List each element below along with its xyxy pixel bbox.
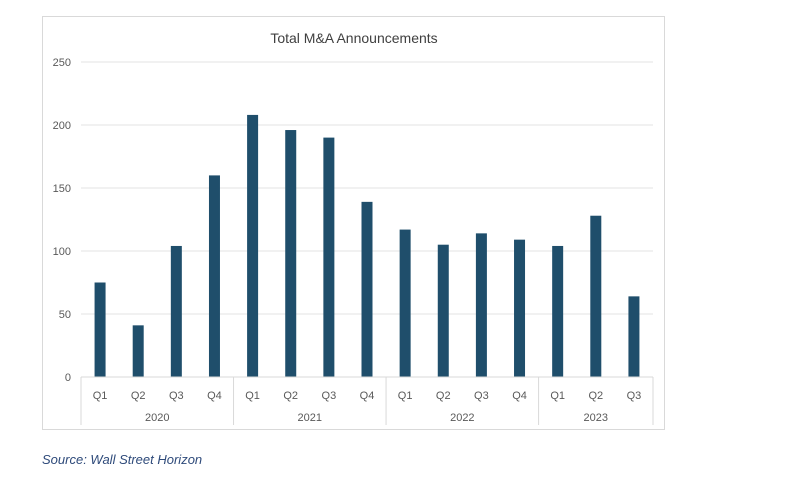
bar (247, 114, 259, 378)
bar (437, 244, 449, 377)
y-tick-label: 200 (53, 120, 71, 132)
x-tick-label: Q3 (627, 390, 642, 402)
x-group-label: 2023 (584, 412, 608, 424)
x-tick-label: Q4 (207, 390, 222, 402)
y-axis-ticks: 0 50 100 150 200 250 (53, 57, 71, 384)
bar (323, 137, 335, 377)
bar (208, 175, 220, 377)
x-tick-label: Q3 (169, 390, 184, 402)
bar (285, 130, 297, 377)
x-group-label: 2021 (298, 412, 322, 424)
y-tick-label: 50 (59, 309, 71, 321)
chart-title: Total M&A Announcements (270, 30, 437, 46)
x-tick-label: Q2 (131, 390, 146, 402)
x-group-label: 2020 (145, 412, 169, 424)
source-note: Source: Wall Street Horizon (42, 452, 203, 467)
bars (94, 114, 640, 378)
x-tick-label: Q1 (398, 390, 413, 402)
bar (399, 229, 411, 377)
bar (94, 282, 106, 377)
x-tick-label: Q1 (245, 390, 260, 402)
x-tick-label: Q1 (550, 390, 565, 402)
x-tick-label: Q3 (322, 390, 337, 402)
x-tick-label: Q2 (436, 390, 451, 402)
bar (552, 245, 564, 377)
x-group-label: 2022 (450, 412, 474, 424)
y-tick-label: 0 (65, 372, 71, 384)
bar (132, 325, 144, 377)
chart-frame: Total M&A Announcements 0 50 100 150 200 250 … (42, 16, 665, 430)
x-tick-label: Q2 (283, 390, 298, 402)
x-tick-label: Q2 (588, 390, 603, 402)
bar-chart: Total M&A Announcements 050100150200250 … (53, 30, 654, 425)
x-tick-label: Q3 (474, 390, 489, 402)
y-tick-label: 100 (53, 246, 71, 258)
x-tick-label: Q4 (360, 390, 375, 402)
x-tick-label: Q4 (512, 390, 527, 402)
y-tick-label: 150 (53, 183, 71, 195)
bar (170, 245, 182, 377)
y-tick-label: 250 (53, 57, 71, 69)
bar (628, 296, 640, 377)
bar (475, 233, 487, 377)
bar (361, 201, 373, 377)
bar (514, 239, 526, 377)
x-tick-label: Q1 (93, 390, 108, 402)
bar (590, 215, 602, 377)
